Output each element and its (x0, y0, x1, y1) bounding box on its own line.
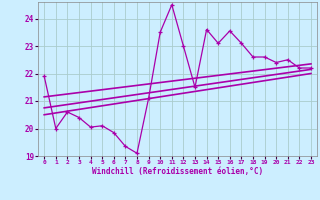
X-axis label: Windchill (Refroidissement éolien,°C): Windchill (Refroidissement éolien,°C) (92, 167, 263, 176)
